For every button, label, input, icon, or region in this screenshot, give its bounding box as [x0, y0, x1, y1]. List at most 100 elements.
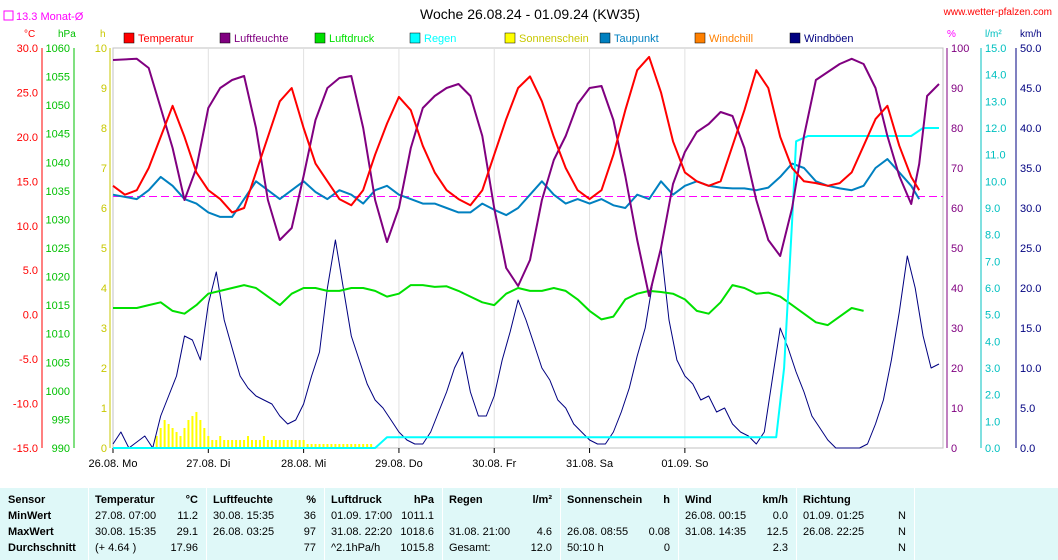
- axis-tick-label: 2: [101, 363, 107, 375]
- axis-tick-label: -10.0: [13, 399, 38, 411]
- sunshine-bar: [262, 436, 265, 448]
- source-link[interactable]: www.wetter-pfalzen.com: [943, 7, 1052, 18]
- sunshine-bar: [270, 440, 273, 448]
- axis-tick-label: 1.0: [985, 416, 1000, 428]
- axis-tick-label: 8: [101, 123, 107, 135]
- axis-tick-label: 6.0: [985, 283, 1000, 295]
- axis-tick-label: 14.0: [985, 70, 1006, 82]
- axis-tick-label: 1: [101, 403, 107, 415]
- legend-swatch: [314, 32, 326, 44]
- header-direction: Richtung: [803, 494, 851, 506]
- axis-tick-label: 30.0: [1020, 203, 1041, 215]
- axis-tick-label: 7: [101, 163, 107, 175]
- axis-tick-label: 5.0: [1020, 403, 1035, 415]
- axis-tick-label: 15.0: [1020, 323, 1041, 335]
- axis-tick-label: 100: [951, 43, 969, 55]
- sunshine-bar: [326, 444, 329, 448]
- axis-tick-label: 1050: [46, 100, 70, 112]
- legend-label: Luftdruck: [329, 33, 375, 45]
- header-temperature: Temperatur: [95, 494, 155, 506]
- column-divider: [324, 488, 325, 560]
- hum-value: 77: [303, 542, 316, 554]
- sunshine-bar: [175, 432, 178, 448]
- axis-tick-label: 10.0: [17, 221, 38, 233]
- hum-value: 97: [303, 526, 316, 538]
- sunshine-bar: [243, 440, 246, 448]
- sunshine-bar: [195, 412, 198, 448]
- sunshine-bar: [219, 436, 222, 448]
- sunshine-bar: [334, 444, 337, 448]
- axis-tick-label: 50: [951, 243, 963, 255]
- table-row-max: MaxWert 30.08. 15:35 29.1 26.08. 03:25 9…: [0, 526, 1058, 542]
- axis-tick-label: 9.0: [985, 203, 1000, 215]
- axis-tick-label: 1000: [46, 386, 70, 398]
- row-label: Durchschnitt: [8, 542, 76, 554]
- axis-tick-label: 1060: [46, 43, 70, 55]
- legend-swatch: [694, 32, 706, 44]
- axis-tick-label: 2.0: [985, 390, 1000, 402]
- axis-tick-label: 1005: [46, 357, 70, 369]
- plot-frame: [112, 47, 944, 449]
- column-divider: [560, 488, 561, 560]
- axis-tick-label: -15.0: [13, 443, 38, 455]
- chart-background: [0, 0, 1058, 487]
- header-wind: Wind: [685, 494, 712, 506]
- axis-unit-label: km/h: [1020, 29, 1042, 40]
- sunshine-bar: [274, 440, 277, 448]
- x-tick-label: 31.08. Sa: [566, 458, 614, 470]
- grid-layer: 26.08. Mo 27.08. Di 28.08. Mi 29.08. Do 30.0…: [89, 47, 944, 470]
- sunshine-bar: [306, 444, 309, 448]
- axis-tick-label: 25.0: [1020, 243, 1041, 255]
- axis-tick-label: 4: [101, 283, 107, 295]
- hum-value: 36: [303, 510, 316, 522]
- axis-tick-label: 80: [951, 123, 963, 135]
- axis-tick-label: 7.0: [985, 256, 1000, 268]
- pres-time: 31.08. 22:20: [331, 526, 393, 538]
- axis-unit-label: l/m²: [985, 29, 1002, 40]
- sunshine-bar: [266, 440, 269, 448]
- axis-tick-label: 0.0: [1020, 443, 1035, 455]
- sunshine-bar: [282, 440, 285, 448]
- sunshine-bar: [302, 440, 305, 448]
- sunshine-bar: [314, 444, 317, 448]
- column-divider: [914, 488, 915, 560]
- rain-time: Gesamt:: [449, 542, 491, 554]
- header-sunshine: Sonnenschein: [567, 494, 643, 506]
- wind-time: 31.08. 14:35: [685, 526, 747, 538]
- sunshine-bar: [342, 444, 345, 448]
- hum-time: 26.08. 03:25: [213, 526, 275, 538]
- axis-unit-label: hPa: [58, 29, 76, 40]
- table-row-average: Durchschnitt (+ 4.64 ) 17.96 77 ^2.1hPa/…: [0, 542, 1058, 558]
- axis-tick-label: 35.0: [1020, 163, 1041, 175]
- sunshine-bar: [171, 428, 174, 448]
- dir-time: 01.09. 01:25: [803, 510, 865, 522]
- pressure-line: [113, 284, 864, 327]
- wind-value: 2.3: [772, 542, 788, 554]
- sunshine-bar: [354, 444, 357, 448]
- temp-time: 27.08. 07:00: [95, 510, 157, 522]
- axis-tick-label: 10.0: [985, 176, 1006, 188]
- axis-tick-label: 5: [101, 243, 107, 255]
- mean-legend-box: [3, 10, 14, 21]
- legend-label: Regen: [424, 33, 456, 45]
- legend-label: Temperatur: [138, 33, 194, 45]
- axis-unit-label: %: [947, 29, 956, 40]
- sunshine-bar: [183, 428, 186, 448]
- sunshine-bar: [310, 444, 313, 448]
- header-rain-unit: l/m²: [532, 494, 552, 506]
- table-header-row: Sensor Temperatur °C Luftfeuchte % Luftd…: [0, 494, 1058, 510]
- axis-tick-label: 45.0: [1020, 83, 1041, 95]
- axis-tick-label: 13.0: [985, 96, 1006, 108]
- axis-tick-label: 1015: [46, 300, 70, 312]
- rain-time: 31.08. 21:00: [449, 526, 511, 538]
- legend-swatch: [123, 32, 135, 44]
- pres-time: 01.09. 17:00: [331, 510, 393, 522]
- sunshine-bar: [231, 440, 234, 448]
- sunshine-bar: [350, 444, 353, 448]
- legend-swatch: [409, 32, 421, 44]
- dir-value: N: [898, 526, 906, 538]
- sunshine-bar: [167, 424, 170, 448]
- sunshine-bar: [155, 436, 158, 448]
- axis-tick-label: 1045: [46, 129, 70, 141]
- axis-tick-label: 0.0: [23, 310, 38, 322]
